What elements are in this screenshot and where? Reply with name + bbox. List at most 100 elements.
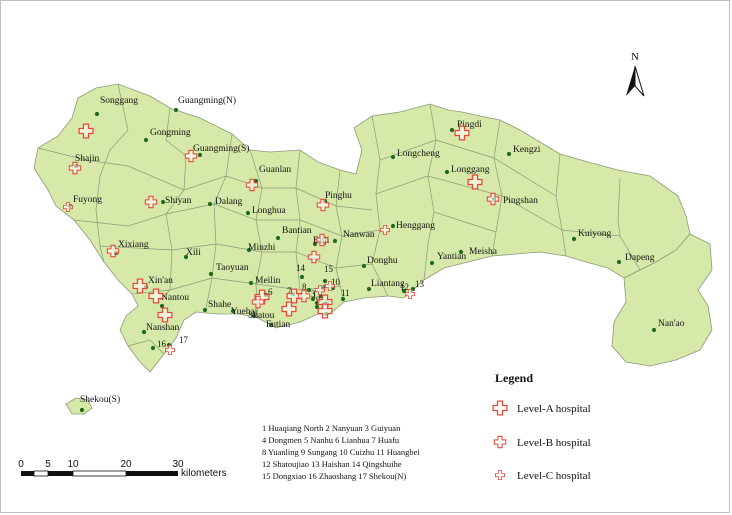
- place-label: Shajin: [75, 154, 100, 164]
- place-label: 6: [268, 287, 273, 297]
- station-dot: [571, 236, 577, 242]
- scale-segment: [72, 470, 127, 477]
- station-dot: [322, 278, 328, 284]
- place-label: Minzhi: [248, 243, 276, 253]
- place-label: Fuyong: [73, 195, 102, 205]
- station-dot: [401, 288, 407, 294]
- place-label: Guangming(S): [193, 143, 249, 154]
- place-label: Yantian: [437, 252, 466, 262]
- place-label: Shiyan: [165, 196, 192, 206]
- key-line: 12 Shatoujiao 13 Haishan 14 Qingshuihe: [262, 459, 402, 469]
- station-dot: [361, 263, 367, 269]
- place-label: Yuehai: [231, 307, 258, 317]
- place-label: Guanlan: [259, 165, 291, 175]
- place-label: 8: [302, 282, 307, 292]
- north-arrow-left-half: [626, 66, 635, 96]
- place-label: 1: [312, 290, 317, 300]
- scale-bar: 0 5 10 20 30 kilometers: [18, 459, 226, 479]
- station-dot: [251, 313, 257, 319]
- legend-title: Legend: [495, 371, 533, 385]
- place-label: Nanshan: [146, 323, 179, 333]
- level-c-hospital-icon: [495, 470, 505, 480]
- place-label: Shekou(S): [80, 394, 120, 405]
- station-dot: [312, 241, 318, 247]
- station-dot: [506, 151, 512, 157]
- station-dot: [429, 260, 435, 266]
- place-label: Henggang: [396, 221, 435, 231]
- place-label: Donghu: [367, 256, 398, 266]
- place-label: Longhua: [252, 206, 287, 216]
- station-dot: [299, 274, 305, 280]
- north-label: N: [631, 51, 639, 63]
- place-label: 3: [311, 289, 316, 299]
- station-dot: [268, 322, 274, 328]
- place-label: 7: [287, 286, 292, 296]
- place-label: 10: [331, 277, 341, 287]
- numbered-key: 1 Huaqiang North 2 Nanyuan 3 Guiyuan 4 D…: [262, 423, 420, 481]
- station-dot: [141, 329, 147, 335]
- station-dot: [160, 199, 166, 205]
- scale-segment: [48, 471, 73, 476]
- station-dot: [651, 327, 657, 333]
- scale-tick-label: 30: [172, 459, 184, 470]
- legend-item-level-b: Level-B hospital: [517, 437, 591, 449]
- place-label: Kuiyong: [578, 229, 612, 239]
- scale-tick-label: 5: [45, 459, 51, 470]
- place-label: Longcheng: [397, 149, 440, 159]
- scale-tick-label: 10: [67, 459, 79, 470]
- place-label: 12: [400, 282, 409, 292]
- level-b-hospital-icon: [493, 435, 507, 449]
- place-label: Taoyuan: [216, 263, 249, 273]
- place-label: 17: [179, 335, 189, 345]
- shekou-south-islet: [65, 397, 93, 415]
- place-label: Nantou: [161, 293, 189, 303]
- station-dot: [207, 201, 213, 207]
- place-label: Pinghu: [325, 191, 352, 201]
- shenzhen-mainland: [33, 83, 691, 373]
- place-label: Shatou: [248, 311, 275, 321]
- station-dot: [275, 235, 281, 241]
- place-label: Shahe: [208, 300, 231, 310]
- place-label: 11: [341, 288, 350, 298]
- place-label: Guangming(N): [178, 95, 236, 106]
- level-a-hospital-icon: [492, 400, 508, 416]
- station-dot: [150, 345, 156, 351]
- station-dot: [253, 178, 259, 184]
- place-label: Xin'an: [148, 276, 173, 286]
- scale-segment: [21, 471, 34, 476]
- place-label: 15: [324, 264, 334, 274]
- station-dot: [340, 296, 346, 302]
- place-label: Liantang: [371, 279, 405, 289]
- place-label: 13: [415, 279, 425, 289]
- station-dot: [248, 280, 254, 286]
- station-dot: [202, 307, 208, 313]
- place-label: Pingdi: [457, 120, 482, 130]
- station-dot: [458, 249, 464, 255]
- place-label: Nan'ao: [658, 319, 685, 329]
- place-label: Longgang: [451, 165, 490, 175]
- station-dot: [616, 259, 622, 265]
- place-label: Kengzi: [513, 145, 541, 155]
- nanao-peninsula: [611, 233, 713, 367]
- key-line: 15 Dongxiao 16 Zhaoshang 17 Shekou(N): [262, 471, 406, 481]
- place-label: Dapeng: [625, 253, 655, 263]
- station-dot: [94, 111, 100, 117]
- key-line: 4 Dongmen 5 Nanhu 6 Lianhua 7 Huafu: [262, 435, 400, 445]
- place-label: Xixiang: [118, 240, 149, 250]
- place-label: Meisha: [469, 247, 498, 257]
- scale-unit: kilometers: [181, 468, 227, 479]
- station-dot: [449, 127, 455, 133]
- station-dot: [390, 223, 396, 229]
- scale-segment: [33, 470, 49, 477]
- place-label: Dalang: [215, 197, 243, 207]
- north-arrow-right-half: [634, 65, 645, 97]
- legend-item-level-c: Level-C hospital: [517, 470, 591, 482]
- station-dot: [208, 271, 214, 277]
- place-label: Meilin: [255, 276, 281, 286]
- place-label: Nanwan: [343, 230, 375, 240]
- station-dot: [366, 286, 372, 292]
- station-dot: [159, 303, 165, 309]
- subdistrict-boundaries: [37, 83, 641, 355]
- key-line: 8 Yuanling 9 Sungang 10 Cuizhu 11 Huangb…: [262, 447, 420, 457]
- station-dot: [306, 287, 312, 293]
